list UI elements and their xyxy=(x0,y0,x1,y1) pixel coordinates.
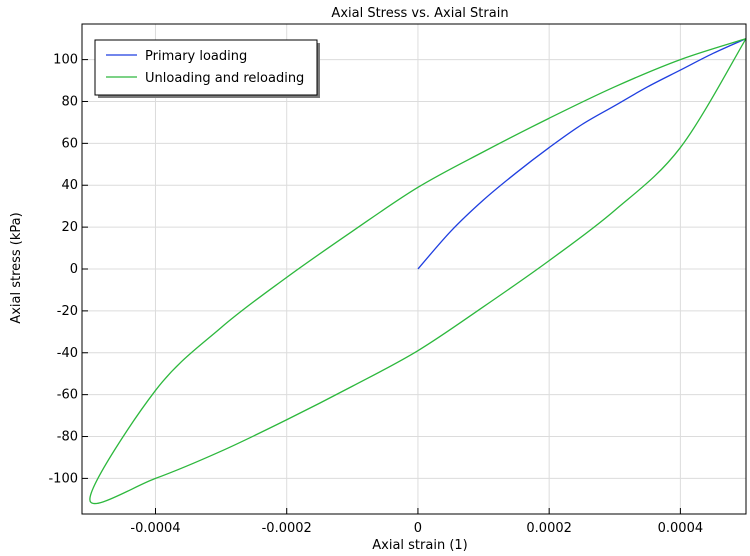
chart-title: Axial Stress vs. Axial Strain xyxy=(331,6,508,21)
x-tick-label: 0.0004 xyxy=(658,521,704,536)
x-tick-label: 0 xyxy=(414,521,422,536)
y-tick-label: -100 xyxy=(48,471,78,486)
legend-label: Unloading and reloading xyxy=(145,71,304,86)
series-layer xyxy=(89,38,747,505)
y-tick-label: 40 xyxy=(61,178,78,193)
y-tick-label: -60 xyxy=(57,388,78,403)
x-axis-title: Axial strain (1) xyxy=(372,538,468,553)
x-tick-label: -0.0002 xyxy=(262,521,312,536)
axis-ticks: -0.0004 -0.0002 0 0.0002 0.0004 100 80 60 40 20 0 -… xyxy=(48,53,703,536)
y-tick-label: -20 xyxy=(57,304,78,319)
y-tick-label: -40 xyxy=(57,346,78,361)
legend-box xyxy=(94,39,318,96)
x-tick-label: -0.0004 xyxy=(130,521,180,536)
y-tick-label: 60 xyxy=(61,136,78,151)
legend: Primary loading Unloading and reloading xyxy=(94,39,320,98)
legend-label: Primary loading xyxy=(145,49,247,64)
y-axis-title: Axial stress (kPa) xyxy=(9,212,24,323)
y-tick-label: -80 xyxy=(57,430,78,445)
y-tick-label: 100 xyxy=(53,53,78,68)
x-tick-label: 0.0002 xyxy=(526,521,572,536)
y-tick-label: 80 xyxy=(61,94,78,109)
y-tick-label: 0 xyxy=(70,262,78,277)
series-line-1 xyxy=(417,38,747,270)
y-tick-label: 20 xyxy=(61,220,78,235)
series-line-2 xyxy=(89,38,747,505)
